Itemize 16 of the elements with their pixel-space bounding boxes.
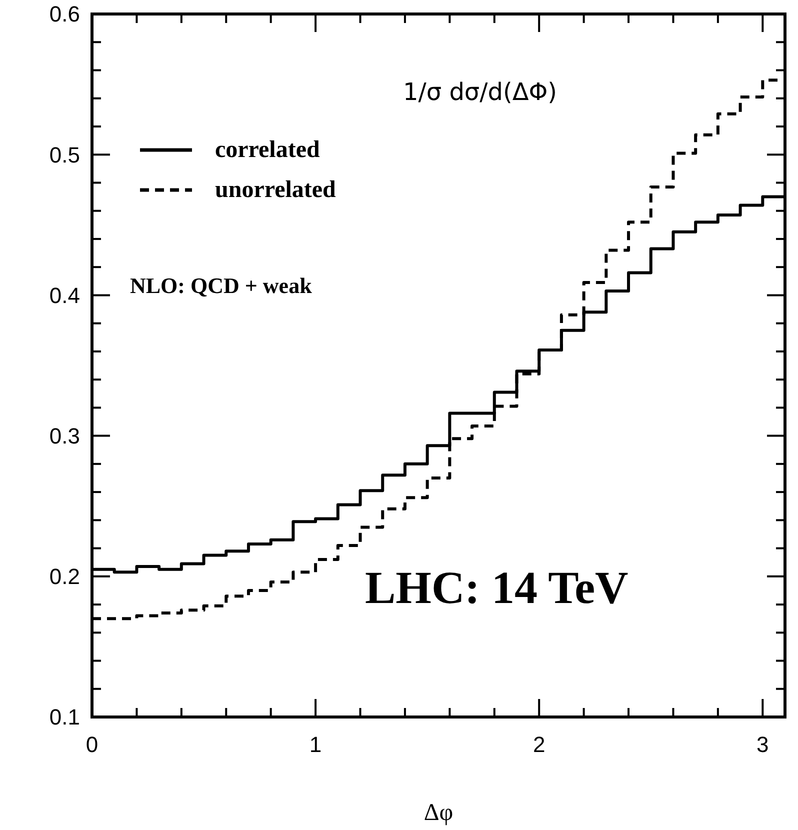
y-tick-label: 0.6 (49, 2, 80, 27)
legend-label: unorrelated (215, 177, 337, 204)
annotation: NLO: QCD + weak (130, 273, 313, 298)
y-tick-label: 0.3 (49, 424, 80, 448)
x-tick-label: 0 (86, 732, 98, 757)
annotation: LHC: 14 TeV (365, 562, 628, 613)
y-tick-label: 0.4 (49, 282, 80, 308)
text: 1/σ dσ/d(ΔΦ) (403, 78, 557, 106)
x-tick-label: 1 (309, 732, 322, 757)
y-tick-label: 0.2 (49, 564, 80, 590)
x-axis-title: Δφ (424, 800, 454, 826)
y-tick-label: 0.5 (49, 142, 80, 168)
x-tick-label: 2 (532, 732, 546, 757)
y-tick-label: 0.1 (49, 704, 80, 730)
legend-label: correlated (215, 137, 320, 164)
x-tick-label: 3 (756, 732, 769, 757)
